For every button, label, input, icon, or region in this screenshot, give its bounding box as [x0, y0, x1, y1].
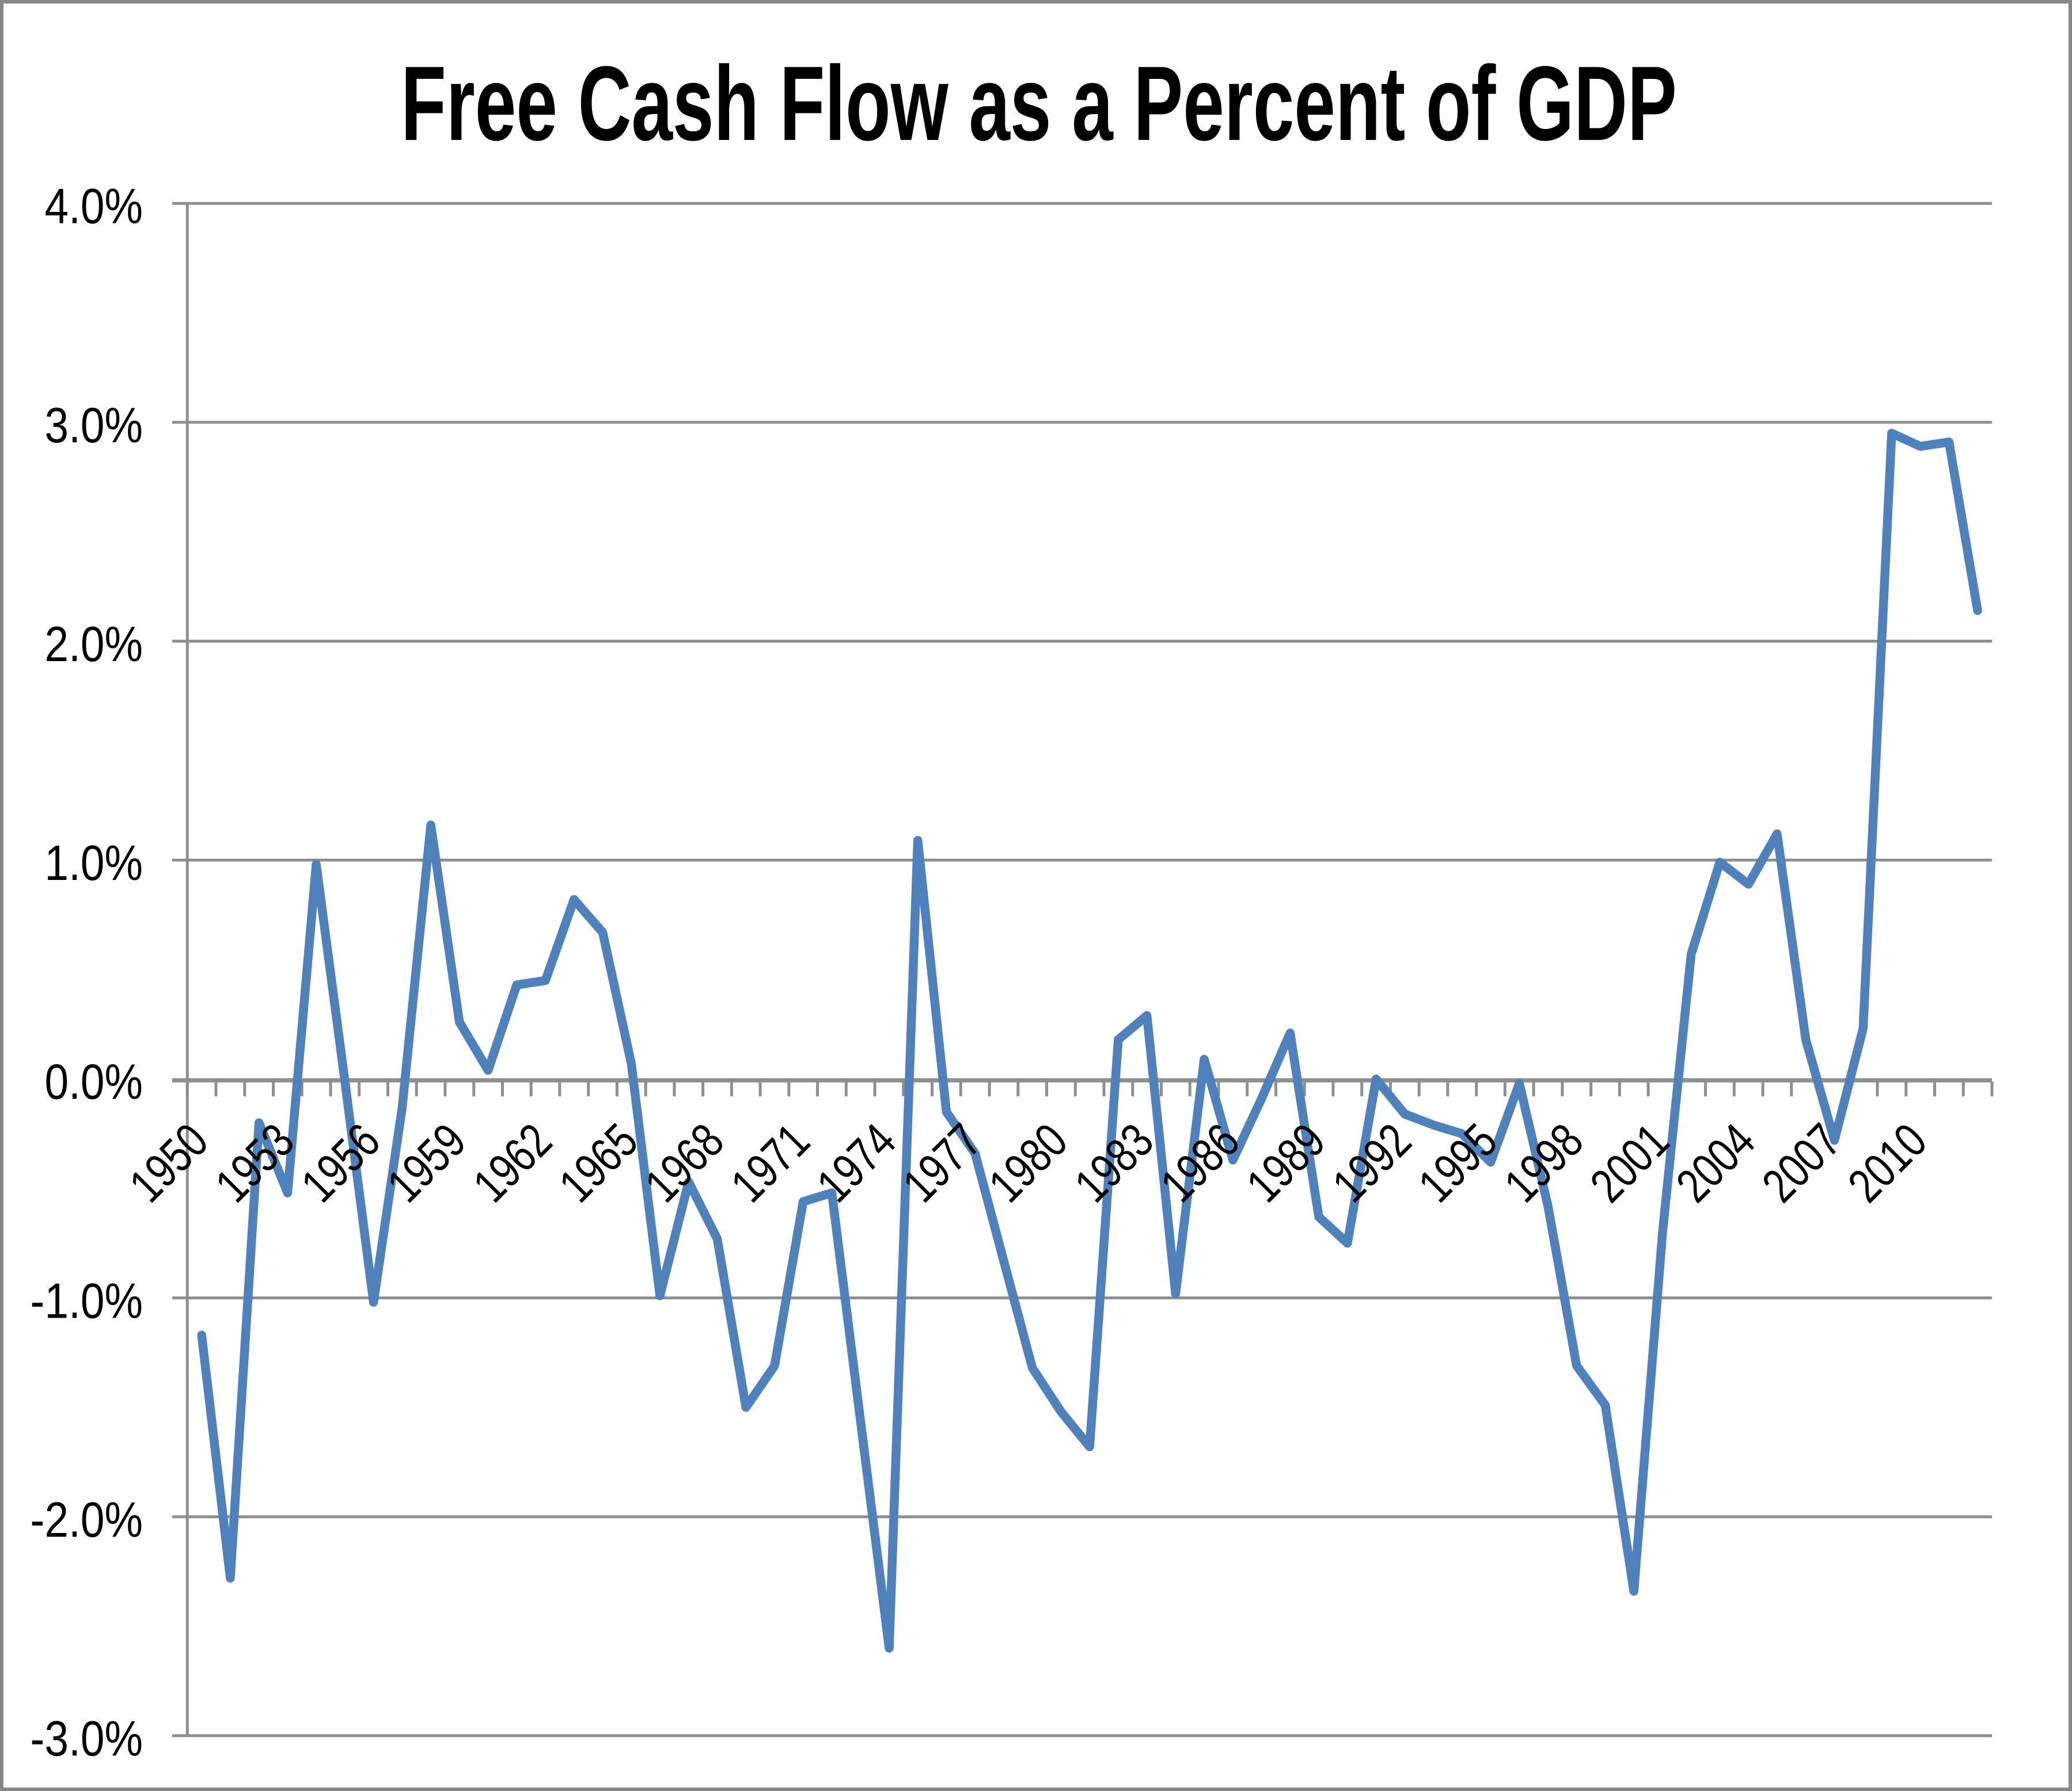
svg-text:4.0%: 4.0%	[44, 179, 143, 234]
svg-text:-1.0%: -1.0%	[31, 1273, 143, 1329]
svg-text:-3.0%: -3.0%	[31, 1712, 143, 1767]
svg-text:0.0%: 0.0%	[44, 1054, 143, 1110]
svg-text:-2.0%: -2.0%	[31, 1493, 143, 1548]
svg-text:3.0%: 3.0%	[44, 398, 143, 453]
svg-text:Free Cash Flow as a Percent of: Free Cash Flow as a Percent of GDP	[401, 44, 1677, 162]
svg-text:2.0%: 2.0%	[44, 617, 143, 672]
svg-text:1.0%: 1.0%	[44, 836, 143, 891]
